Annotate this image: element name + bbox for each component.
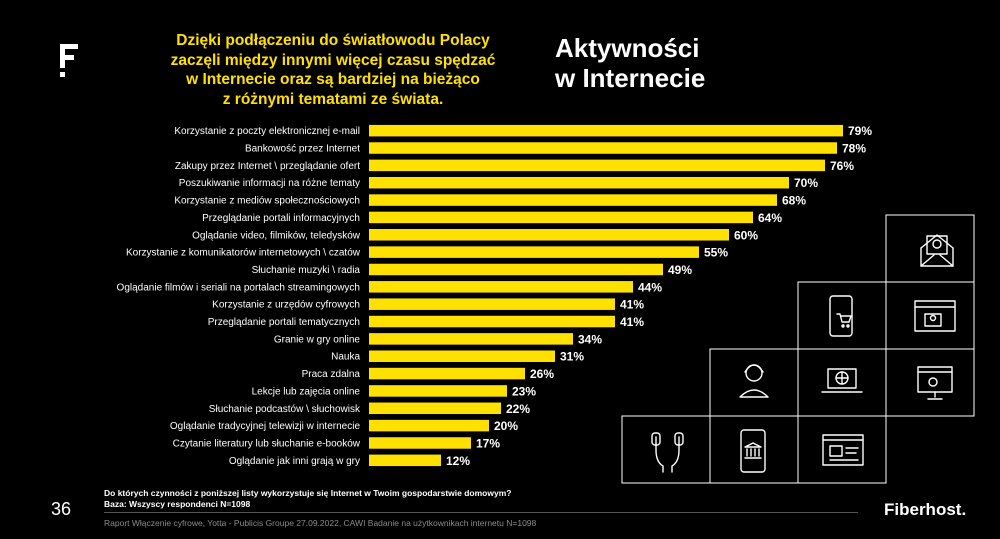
survey-question: Do których czynności z poniższej listy w…: [104, 488, 512, 498]
category-label: Oglądanie video, filmików, teledysków: [192, 230, 361, 241]
category-label: Oglądanie jak inni grają w gry: [229, 456, 360, 467]
bar: [369, 124, 843, 137]
bar: [369, 211, 753, 224]
value-label: 70%: [794, 176, 818, 190]
brand-logo-f: [60, 44, 78, 77]
value-label: 76%: [830, 159, 854, 173]
headline: Dzięki podłączeniu do światłowodu Polacy…: [170, 32, 496, 108]
bar: [369, 194, 777, 206]
bar: [369, 263, 663, 276]
value-label: 12%: [446, 454, 470, 468]
bar: [369, 281, 633, 293]
value-label: 41%: [620, 298, 644, 312]
value-label: 60%: [734, 228, 758, 242]
bar: [369, 315, 615, 328]
value-label: 31%: [560, 350, 584, 364]
value-label: 20%: [494, 419, 518, 433]
category-label: Oglądanie filmów i seriali na portalach …: [117, 282, 360, 293]
category-label: Nauka: [331, 352, 360, 363]
value-label: 68%: [782, 194, 806, 208]
value-label: 44%: [638, 280, 662, 294]
bar: [369, 385, 507, 397]
bar: [369, 454, 441, 467]
category-label: Korzystanie z urzędów cyfrowych: [212, 300, 360, 311]
category-label: Poszukiwanie informacji na różne tematy: [179, 178, 360, 189]
category-label: Korzystanie z komunikatorów internetowyc…: [126, 248, 361, 259]
value-label: 64%: [758, 211, 782, 225]
value-label: 17%: [476, 436, 500, 450]
bar: [369, 367, 525, 380]
bar: [369, 246, 699, 258]
page-number: 36: [51, 499, 72, 519]
category-label: Słuchanie muzyki \ radia: [252, 265, 361, 276]
category-label: Czytanie literatury lub słuchanie e-book…: [173, 438, 361, 449]
value-label: 22%: [506, 402, 530, 416]
brand-name: Fiberhost.: [884, 500, 967, 519]
survey-base: Baza: Wszyscy respondenci N=1098: [104, 499, 251, 509]
page-title: Aktywności w Internecie: [555, 33, 706, 93]
category-label: Korzystanie z mediów społecznościowych: [174, 196, 360, 207]
category-label: Oglądanie tradycyjnej telewizji w intern…: [170, 421, 361, 432]
category-label: Bankowość przez Internet: [245, 144, 360, 155]
value-label: 49%: [668, 263, 692, 277]
category-label: Przeglądanie portali informacyjnych: [202, 213, 360, 224]
bar: [369, 159, 825, 172]
value-label: 26%: [530, 367, 554, 381]
bar: [369, 298, 615, 310]
footer-divider: [104, 512, 858, 513]
value-label: 23%: [512, 384, 536, 398]
value-label: 55%: [704, 246, 728, 260]
bar: [369, 402, 501, 415]
value-label: 79%: [848, 124, 872, 138]
category-label: Słuchanie podcastów \ słuchowisk: [209, 404, 361, 415]
bar: [369, 419, 489, 432]
category-label: Granie w gry online: [274, 334, 361, 345]
chart-footnote: Do których czynności z poniższej listy w…: [104, 488, 511, 510]
category-label: Praca zdalna: [302, 369, 361, 380]
bar: [369, 350, 555, 362]
bar: [369, 176, 789, 189]
value-label: 34%: [578, 332, 602, 346]
bar: [369, 142, 837, 154]
source-note: Raport Włączenie cyfrowe, Yotta - Public…: [104, 518, 537, 528]
value-label: 41%: [620, 315, 644, 329]
bar: [369, 229, 729, 241]
value-label: 78%: [842, 142, 866, 156]
category-label: Lekcje lub zajęcia online: [252, 386, 361, 397]
category-label: Korzystanie z poczty elektronicznej e-ma…: [174, 126, 360, 137]
bar: [369, 333, 573, 345]
category-label: Zakupy przez Internet \ przeglądanie ofe…: [175, 161, 360, 172]
bar: [369, 437, 471, 449]
category-label: Przeglądanie portali tematycznych: [208, 317, 360, 328]
